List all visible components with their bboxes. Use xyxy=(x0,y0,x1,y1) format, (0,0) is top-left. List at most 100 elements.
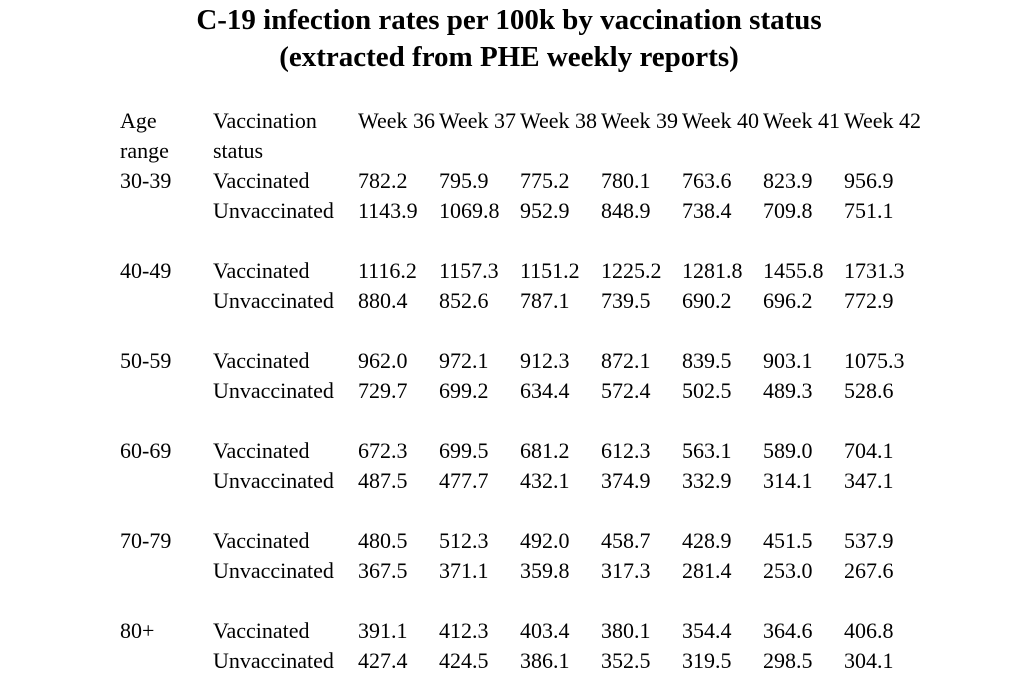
table-row: Unvaccinated 1143.9 1069.8 952.9 848.9 738.4 7… xyxy=(120,196,925,226)
table-row: 60-69 Vaccinated 672.3 699.5 681.2 612.3 563.1… xyxy=(120,436,925,466)
table-row: Unvaccinated 487.5 477.7 432.1 374.9 332.9 314… xyxy=(120,466,925,496)
vaccination-status-cell: Unvaccinated xyxy=(213,648,334,673)
rate-value-cell: 704.1 xyxy=(844,438,894,463)
col-header-vaccination-status-label: Vaccination status xyxy=(213,108,317,163)
col-header-week-42: Week 42 xyxy=(844,108,922,133)
rate-value-cell: 374.9 xyxy=(601,468,651,493)
rate-value-cell: 912.3 xyxy=(520,348,570,373)
rate-value-cell: 709.8 xyxy=(763,198,813,223)
table-row: 40-49 Vaccinated 1116.2 1157.3 1151.2 1225.2 1… xyxy=(120,256,925,286)
rate-value-cell: 386.1 xyxy=(520,648,570,673)
rate-value-cell: 839.5 xyxy=(682,348,732,373)
vaccination-status-cell: Vaccinated xyxy=(213,168,310,193)
rate-value-cell: 528.6 xyxy=(844,378,894,403)
group-spacer-row xyxy=(120,586,925,616)
table-row: 30-39 Vaccinated 782.2 795.9 775.2 780.1 763.6… xyxy=(120,166,925,196)
group-spacer-cell xyxy=(120,406,925,436)
table-row: Unvaccinated 367.5 371.1 359.8 317.3 281.4 253… xyxy=(120,556,925,586)
rate-value-cell: 424.5 xyxy=(439,648,489,673)
rate-value-cell: 1225.2 xyxy=(601,258,662,283)
rate-value-cell: 872.1 xyxy=(601,348,651,373)
vaccination-status-cell: Vaccinated xyxy=(213,528,310,553)
rate-value-cell: 489.3 xyxy=(763,378,813,403)
rate-value-cell: 852.6 xyxy=(439,288,489,313)
rate-value-cell: 480.5 xyxy=(358,528,408,553)
age-range-cell: 50-59 xyxy=(120,348,172,373)
col-header-week-41: Week 41 xyxy=(763,108,841,133)
rate-value-cell: 281.4 xyxy=(682,558,732,583)
group-spacer-row xyxy=(120,496,925,526)
rate-value-cell: 1069.8 xyxy=(439,198,500,223)
rate-value-cell: 1157.3 xyxy=(439,258,499,283)
rate-value-cell: 502.5 xyxy=(682,378,732,403)
rate-value-cell: 267.6 xyxy=(844,558,894,583)
rate-value-cell: 612.3 xyxy=(601,438,651,463)
rate-value-cell: 432.1 xyxy=(520,468,570,493)
header-row: Age range Vaccination status Week 36 Wee… xyxy=(120,106,925,166)
rate-value-cell: 795.9 xyxy=(439,168,489,193)
table-row: Unvaccinated 427.4 424.5 386.1 352.5 319.5 298… xyxy=(120,646,925,676)
rate-value-cell: 1731.3 xyxy=(844,258,905,283)
rate-value-cell: 364.6 xyxy=(763,618,813,643)
rate-value-cell: 477.7 xyxy=(439,468,489,493)
rate-value-cell: 1455.8 xyxy=(763,258,824,283)
age-range-cell xyxy=(120,466,213,496)
age-range-cell: 70-79 xyxy=(120,528,172,553)
age-range-cell xyxy=(120,556,213,586)
title-line-1: C-19 infection rates per 100k by vaccina… xyxy=(196,4,822,36)
rate-value-cell: 1151.2 xyxy=(520,258,580,283)
infection-rates-table: Age range Vaccination status Week 36 Wee… xyxy=(120,106,925,676)
group-spacer-cell xyxy=(120,496,925,526)
rate-value-cell: 427.4 xyxy=(358,648,408,673)
rate-value-cell: 751.1 xyxy=(844,198,894,223)
rate-value-cell: 775.2 xyxy=(520,168,570,193)
rate-value-cell: 367.5 xyxy=(358,558,408,583)
rate-value-cell: 406.8 xyxy=(844,618,894,643)
rate-value-cell: 848.9 xyxy=(601,198,651,223)
group-spacer-row xyxy=(120,406,925,436)
age-range-cell xyxy=(120,196,213,226)
rate-value-cell: 690.2 xyxy=(682,288,732,313)
vaccination-status-cell: Unvaccinated xyxy=(213,378,334,403)
col-header-week-39: Week 39 xyxy=(601,108,679,133)
age-range-cell xyxy=(120,376,213,406)
rate-value-cell: 589.0 xyxy=(763,438,813,463)
table-row: 70-79 Vaccinated 480.5 512.3 492.0 458.7 428.9… xyxy=(120,526,925,556)
rate-value-cell: 1075.3 xyxy=(844,348,905,373)
age-range-cell xyxy=(120,646,213,676)
col-header-vaccination-status: Vaccination status xyxy=(213,106,358,166)
rate-value-cell: 952.9 xyxy=(520,198,570,223)
rate-value-cell: 782.2 xyxy=(358,168,408,193)
group-spacer-cell xyxy=(120,586,925,616)
rate-value-cell: 451.5 xyxy=(763,528,813,553)
rate-value-cell: 699.5 xyxy=(439,438,489,463)
title-line-2: (extracted from PHE weekly reports) xyxy=(279,41,739,73)
vaccination-status-cell: Vaccinated xyxy=(213,348,310,373)
table-row: Unvaccinated 729.7 699.2 634.4 572.4 502.5 489… xyxy=(120,376,925,406)
rate-value-cell: 738.4 xyxy=(682,198,732,223)
col-header-age-range: Age range xyxy=(120,106,213,166)
rate-value-cell: 253.0 xyxy=(763,558,813,583)
rate-value-cell: 492.0 xyxy=(520,528,570,553)
group-spacer-cell xyxy=(120,316,925,346)
group-spacer-cell xyxy=(120,226,925,256)
vaccination-status-cell: Unvaccinated xyxy=(213,288,334,313)
age-range-cell xyxy=(120,286,213,316)
rate-value-cell: 412.3 xyxy=(439,618,489,643)
rate-value-cell: 380.1 xyxy=(601,618,651,643)
rate-value-cell: 672.3 xyxy=(358,438,408,463)
col-header-week-36: Week 36 xyxy=(358,108,436,133)
rate-value-cell: 972.1 xyxy=(439,348,489,373)
rate-value-cell: 696.2 xyxy=(763,288,813,313)
rate-value-cell: 903.1 xyxy=(763,348,813,373)
rate-value-cell: 319.5 xyxy=(682,648,732,673)
rate-value-cell: 512.3 xyxy=(439,528,489,553)
vaccination-status-cell: Unvaccinated xyxy=(213,198,334,223)
rate-value-cell: 880.4 xyxy=(358,288,408,313)
age-range-cell: 80+ xyxy=(120,618,155,643)
age-range-cell: 60-69 xyxy=(120,438,172,463)
rate-value-cell: 314.1 xyxy=(763,468,813,493)
rate-value-cell: 537.9 xyxy=(844,528,894,553)
table-row: 50-59 Vaccinated 962.0 972.1 912.3 872.1 839.5… xyxy=(120,346,925,376)
rate-value-cell: 371.1 xyxy=(439,558,489,583)
